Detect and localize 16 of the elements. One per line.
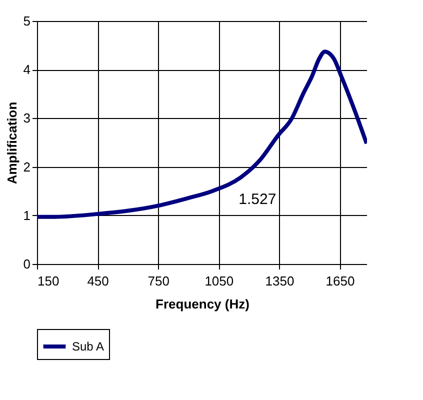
y-tick-label: 5 <box>23 14 30 28</box>
x-tick-label: 1650 <box>326 274 355 288</box>
y-tick-label: 1 <box>23 208 30 223</box>
y-tick-label: 4 <box>23 62 30 78</box>
y-tick-label: 2 <box>23 159 30 174</box>
annotation: 1.527 <box>238 190 276 208</box>
legend-label: Sub A <box>72 340 104 354</box>
x-tick-label: 750 <box>148 274 170 288</box>
x-tick-label: 1350 <box>265 274 294 288</box>
y-tick-label: 0 <box>23 256 30 272</box>
x-axis-title: Frequency (Hz) <box>156 296 250 312</box>
y-tick-label: 3 <box>23 110 30 126</box>
x-tick-label: 450 <box>87 274 109 288</box>
y-axis-title: Amplification <box>4 102 20 184</box>
x-tick-label: 1050 <box>204 274 234 288</box>
x-tick-label: 150 <box>38 274 60 288</box>
